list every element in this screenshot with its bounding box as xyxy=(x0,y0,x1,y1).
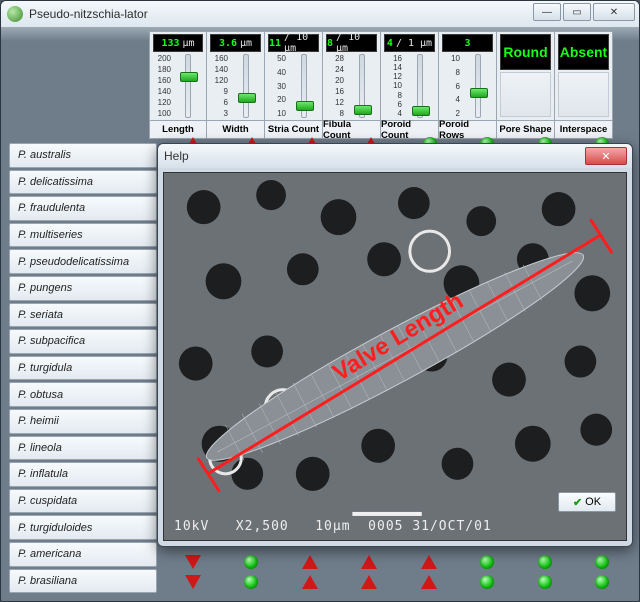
panel-label: Interspace xyxy=(555,120,612,138)
panel-label: Width xyxy=(207,120,264,138)
panel-label: Stria Count xyxy=(265,120,322,138)
sem-metadata-text: 10kV X2,500 10µm 0005 31/OCT/01 xyxy=(174,519,492,534)
help-ok-button[interactable]: ✔ OK xyxy=(558,492,616,512)
readout: 8/ 10 µm xyxy=(326,34,377,52)
led-green-icon xyxy=(538,555,552,569)
panel-label: Length xyxy=(150,120,206,138)
species-p-cuspidata[interactable]: P. cuspidata xyxy=(9,489,157,514)
help-close-button[interactable]: ✕ xyxy=(585,147,627,165)
triangle-up-icon xyxy=(421,575,437,589)
species-p-turgidula[interactable]: P. turgidula xyxy=(9,356,157,381)
species-p-brasiliana[interactable]: P. brasiliana xyxy=(9,569,157,594)
slider-thumb[interactable] xyxy=(412,106,430,116)
panel-label: Fibula Count xyxy=(323,120,380,138)
led-green-icon xyxy=(480,575,494,589)
maximize-button[interactable]: ▭ xyxy=(563,3,591,21)
slider-thumb[interactable] xyxy=(354,105,372,115)
help-titlebar: Help xyxy=(158,144,632,168)
species-p-fraudulenta[interactable]: P. fraudulenta xyxy=(9,196,157,221)
species-p-americana[interactable]: P. americana xyxy=(9,542,157,567)
species-p-australis[interactable]: P. australis xyxy=(9,143,157,168)
species-p-pungens[interactable]: P. pungens xyxy=(9,276,157,301)
display-interspace: Absent Interspace xyxy=(555,31,613,139)
triangle-up-icon xyxy=(421,555,437,569)
led-green-icon xyxy=(244,555,258,569)
species-p-pseudodelicatissima[interactable]: P. pseudodelicatissima xyxy=(9,249,157,274)
slider-thumb[interactable] xyxy=(296,101,314,111)
panel-label: Poroid Rows xyxy=(439,120,496,138)
slider-length: 133µm200180160140120100Length xyxy=(149,31,207,139)
window-buttons: ― ▭ ✕ xyxy=(533,3,635,21)
titlebar: Pseudo-nitzschia-lator ― ▭ ✕ xyxy=(1,1,639,27)
panel-label: Pore Shape xyxy=(497,120,554,138)
indicator-rows-bottom xyxy=(163,551,631,591)
readout: 11/ 10 µm xyxy=(268,34,319,52)
minimize-button[interactable]: ― xyxy=(533,3,561,21)
slider-thumb[interactable] xyxy=(180,72,198,82)
help-title: Help xyxy=(164,149,189,163)
species-p-seriata[interactable]: P. seriata xyxy=(9,303,157,328)
led-green-icon xyxy=(480,555,494,569)
indicator-row xyxy=(163,553,631,571)
ok-label: OK xyxy=(585,496,601,508)
slider-poroid-count: 4/ 1 µm16141210864Poroid Count xyxy=(381,31,439,139)
led-green-icon xyxy=(595,555,609,569)
slider-track[interactable] xyxy=(230,54,261,118)
readout: 3 xyxy=(442,34,493,52)
slider-stria-count: 11/ 10 µm5040302010Stria Count xyxy=(265,31,323,139)
display-pore-shape: Round Pore Shape xyxy=(497,31,555,139)
app-title: Pseudo-nitzschia-lator xyxy=(29,7,148,21)
display-slider-blank[interactable] xyxy=(558,72,609,117)
triangle-up-icon xyxy=(361,555,377,569)
slider-thumb[interactable] xyxy=(238,93,256,103)
help-window: Help ✕ xyxy=(157,143,633,547)
check-icon: ✔ xyxy=(573,496,582,509)
species-p-subpacifica[interactable]: P. subpacifica xyxy=(9,329,157,354)
slider-track[interactable] xyxy=(173,54,203,118)
readout: 4/ 1 µm xyxy=(384,34,435,52)
app-window: Pseudo-nitzschia-lator ― ▭ ✕ 133µm200180… xyxy=(0,0,640,602)
triangle-up-icon xyxy=(361,575,377,589)
slider-width: 3.6µm160140120963Width xyxy=(207,31,265,139)
triangle-up-icon xyxy=(302,555,318,569)
app-icon xyxy=(7,6,23,22)
slider-track[interactable] xyxy=(288,54,319,118)
species-list: P. australisP. delicatissimaP. fraudulen… xyxy=(9,139,157,593)
parameter-panel: 133µm200180160140120100Length3.6µm160140… xyxy=(9,31,631,139)
slider-poroid-rows: 3108642Poroid Rows xyxy=(439,31,497,139)
readout: 133µm xyxy=(153,34,203,52)
species-p-multiseries[interactable]: P. multiseries xyxy=(9,223,157,248)
triangle-down-icon xyxy=(185,575,201,589)
readout: 3.6µm xyxy=(210,34,261,52)
triangle-down-icon xyxy=(185,555,201,569)
slider-track[interactable] xyxy=(404,54,435,118)
species-p-turgiduloides[interactable]: P. turgiduloides xyxy=(9,515,157,540)
triangle-up-icon xyxy=(302,575,318,589)
led-green-icon xyxy=(595,575,609,589)
indicator-row xyxy=(163,573,631,591)
sem-image: Valve Length 10kV X2,500 10µm 0005 31/OC… xyxy=(163,172,627,541)
slider-fibula-count: 8/ 10 µm28242016128Fibula Count xyxy=(323,31,381,139)
panel-label: Poroid Count xyxy=(381,120,438,138)
species-p-lineola[interactable]: P. lineola xyxy=(9,436,157,461)
slider-track[interactable] xyxy=(462,54,493,118)
display-value: Round xyxy=(500,34,551,70)
led-green-icon xyxy=(538,575,552,589)
slider-track[interactable] xyxy=(346,54,377,118)
species-p-delicatissima[interactable]: P. delicatissima xyxy=(9,170,157,195)
display-slider-blank[interactable] xyxy=(500,72,551,117)
close-button[interactable]: ✕ xyxy=(593,3,635,21)
species-p-inflatula[interactable]: P. inflatula xyxy=(9,462,157,487)
species-p-obtusa[interactable]: P. obtusa xyxy=(9,382,157,407)
species-p-heimii[interactable]: P. heimii xyxy=(9,409,157,434)
display-value: Absent xyxy=(558,34,609,70)
slider-thumb[interactable] xyxy=(470,88,488,98)
led-green-icon xyxy=(244,575,258,589)
